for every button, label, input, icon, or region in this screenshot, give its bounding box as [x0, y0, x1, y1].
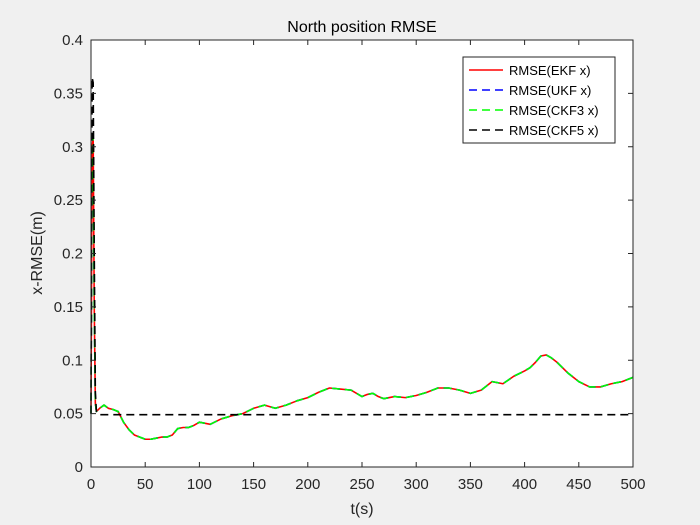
x-axis-label: t(s)	[350, 501, 373, 518]
y-tick-label: 0.15	[54, 299, 83, 316]
y-tick-label: 0.4	[62, 32, 83, 49]
y-tick-label: 0.05	[54, 406, 83, 423]
y-tick-label: 0.2	[62, 246, 83, 263]
y-axis-label: x-RMSE(m)	[29, 211, 46, 295]
x-tick-label: 350	[458, 476, 483, 493]
legend: RMSE(EKF x) RMSE(UKF x) RMSE(CKF3 x) RMSE(C…	[462, 56, 616, 144]
y-tick-label: 0.1	[62, 352, 83, 369]
y-tick-label: 0.25	[54, 192, 83, 209]
series-line-3	[90, 76, 633, 416]
tick-layer: 0 50 100 150 200 250 300 350 400 450 500 0 0.05 0.1 0.…	[54, 32, 646, 493]
x-tick-label: 400	[512, 476, 537, 493]
x-tick-label: 100	[187, 476, 212, 493]
x-tick-label: 150	[241, 476, 266, 493]
legend-label-3: RMSE(CKF5 x)	[509, 123, 599, 138]
x-tick-label: 300	[404, 476, 429, 493]
y-tick-label: 0	[75, 459, 83, 476]
series-layer	[90, 76, 634, 441]
legend-label-1: RMSE(UKF x)	[509, 83, 591, 98]
x-tick-label: 200	[295, 476, 320, 493]
legend-box	[462, 56, 616, 144]
x-tick-label: 500	[620, 476, 645, 493]
x-tick-label: 450	[566, 476, 591, 493]
y-tick-label: 0.35	[54, 85, 83, 102]
x-tick-label: 0	[87, 476, 95, 493]
chart-title: North position RMSE	[287, 19, 436, 36]
y-tick-label: 0.3	[62, 139, 83, 156]
x-tick-label: 250	[349, 476, 374, 493]
series-line-2	[90, 135, 634, 441]
x-tick-label: 50	[137, 476, 154, 493]
legend-label-0: RMSE(EKF x)	[509, 63, 591, 78]
legend-label-2: RMSE(CKF3 x)	[509, 103, 599, 118]
